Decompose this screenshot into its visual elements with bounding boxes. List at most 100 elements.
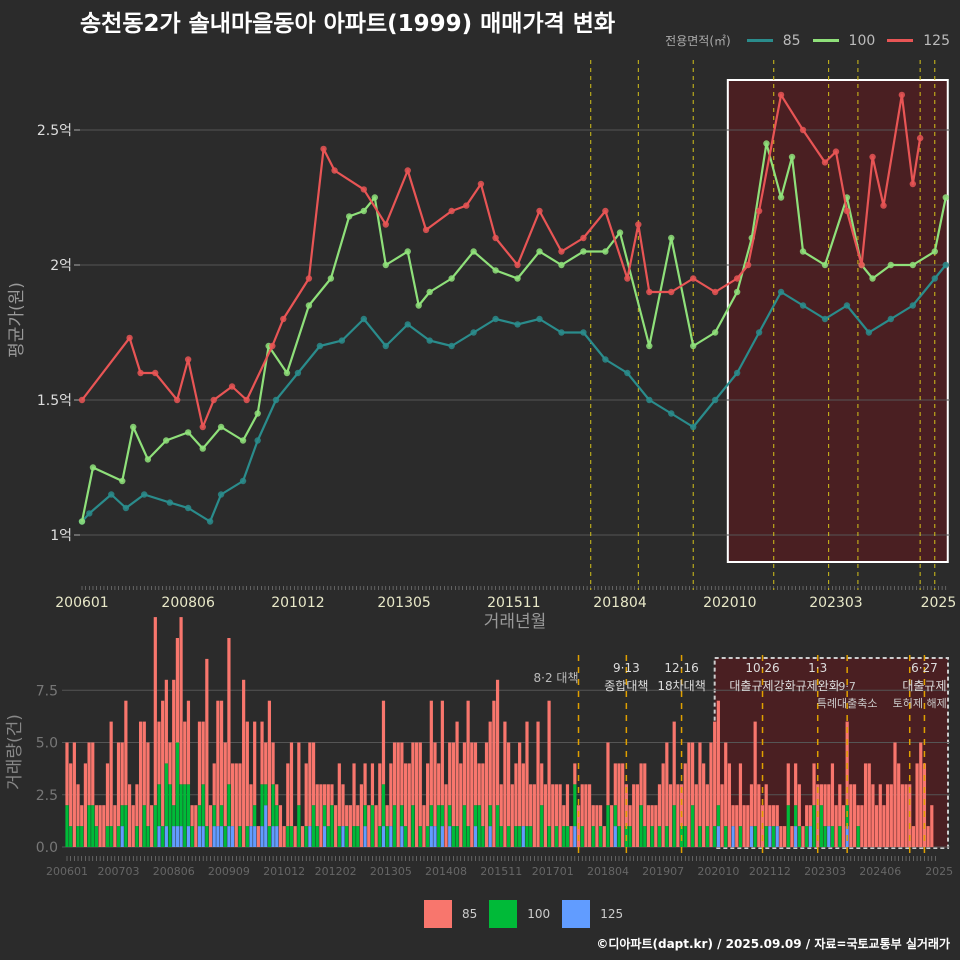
volume-bar-100 bbox=[716, 805, 720, 827]
volume-bar-100 bbox=[205, 826, 209, 847]
price-point-100 bbox=[887, 261, 895, 269]
volume-bar-85 bbox=[926, 826, 930, 847]
volume-bar-100 bbox=[105, 826, 110, 847]
volume-bar-100 bbox=[451, 826, 455, 847]
volume-bar-85 bbox=[459, 763, 463, 847]
event-label: 특례대출축소 bbox=[817, 697, 878, 710]
chart-title: 송천동2가 솔내마을동아 아파트(1999) 매매가격 변화 bbox=[80, 11, 616, 37]
volume-bar-85 bbox=[205, 658, 209, 827]
volume-x-tick-label: 200703 bbox=[98, 865, 140, 878]
volume-bar-125 bbox=[227, 826, 231, 847]
volume-bar-85 bbox=[275, 784, 279, 806]
volume-bar-85 bbox=[308, 742, 312, 827]
volume-bar-85 bbox=[540, 763, 544, 806]
volume-bar-100 bbox=[838, 826, 842, 847]
volume-bar-85 bbox=[433, 742, 437, 827]
volume-bar-85 bbox=[679, 784, 684, 827]
volume-bar-85 bbox=[267, 700, 271, 827]
event-date: 9·7 bbox=[838, 680, 856, 693]
volume-bar-85 bbox=[289, 742, 294, 827]
volume-bar-85 bbox=[116, 742, 121, 827]
volume-bar-100 bbox=[109, 826, 113, 847]
volume-bar-85 bbox=[201, 721, 205, 785]
price-point-100 bbox=[646, 342, 653, 350]
price-point-85 bbox=[755, 329, 763, 336]
volume-bar-85 bbox=[875, 805, 879, 847]
volume-bar-85 bbox=[102, 805, 106, 847]
volume-bar-100 bbox=[753, 826, 757, 847]
price-point-125 bbox=[602, 207, 609, 215]
volume-bar-85 bbox=[264, 742, 268, 785]
price-point-125 bbox=[624, 275, 631, 282]
volume-bar-100 bbox=[473, 805, 478, 827]
price-point-125 bbox=[382, 221, 389, 228]
volume-bar-100 bbox=[514, 826, 518, 847]
volume-x-tick-label: 202010 bbox=[697, 865, 739, 878]
volume-x-tick-label: 201012 bbox=[263, 865, 305, 878]
volume-bar-100 bbox=[529, 826, 533, 847]
price-point-100 bbox=[305, 302, 313, 309]
x-tick-label: 200601 bbox=[55, 595, 108, 611]
volume-bar-85 bbox=[867, 763, 871, 847]
volume-bar-85 bbox=[551, 784, 555, 847]
volume-bar-85 bbox=[930, 805, 934, 847]
volume-bar-85 bbox=[161, 700, 165, 827]
volume-bar-100 bbox=[580, 826, 584, 847]
volume-bar-100 bbox=[385, 826, 389, 847]
volume-bar-85 bbox=[727, 763, 731, 847]
volume-bar-85 bbox=[547, 700, 551, 827]
volume-bar-85 bbox=[569, 826, 573, 847]
volume-bar-85 bbox=[319, 784, 323, 847]
volume-bar-125 bbox=[231, 826, 235, 847]
price-point-85 bbox=[448, 342, 455, 350]
volume-bar-85 bbox=[595, 805, 599, 847]
price-point-125 bbox=[269, 342, 276, 350]
price-point-100 bbox=[942, 194, 949, 201]
volume-bar-85 bbox=[650, 805, 654, 827]
price-point-125 bbox=[280, 315, 287, 323]
volume-bar-100 bbox=[448, 805, 452, 827]
price-point-100 bbox=[763, 140, 770, 147]
volume-bar-85 bbox=[429, 700, 433, 806]
x-axis-title: 거래년월 bbox=[484, 612, 547, 632]
volume-bar-85 bbox=[602, 826, 606, 847]
x-tick-label: 2025 bbox=[921, 595, 957, 611]
price-point-100 bbox=[78, 518, 86, 525]
price-point-85 bbox=[254, 437, 261, 444]
price-point-100 bbox=[602, 248, 609, 255]
volume-bar-85 bbox=[80, 805, 84, 827]
event-label: 대출규제 bbox=[902, 679, 946, 693]
volume-bar-85 bbox=[197, 721, 202, 806]
event-label: 대출규제강화 bbox=[729, 679, 795, 693]
volume-bar-85 bbox=[260, 721, 264, 785]
volume-bar-85 bbox=[691, 742, 695, 806]
price-point-100 bbox=[382, 261, 389, 269]
volume-bar-100 bbox=[157, 784, 161, 827]
price-point-125 bbox=[832, 148, 840, 155]
price-point-125 bbox=[152, 369, 159, 377]
price-point-125 bbox=[228, 383, 236, 390]
volume-bar-85 bbox=[326, 784, 330, 827]
volume-bar-85 bbox=[426, 763, 430, 827]
price-point-85 bbox=[382, 342, 389, 350]
volume-bar-85 bbox=[256, 826, 260, 847]
volume-bar-100 bbox=[771, 826, 776, 847]
price-point-100 bbox=[254, 410, 261, 417]
volume-bar-100 bbox=[65, 805, 69, 847]
price-point-85 bbox=[931, 275, 938, 282]
x-tick-label: 201804 bbox=[593, 595, 647, 611]
price-point-100 bbox=[580, 248, 587, 255]
volume-bar-85 bbox=[492, 700, 496, 847]
price-point-100 bbox=[788, 153, 796, 161]
volume-bar-100 bbox=[183, 784, 187, 847]
volume-bar-100 bbox=[591, 826, 595, 847]
volume-bar-85 bbox=[72, 742, 76, 847]
volume-x-tick-label: 201907 bbox=[642, 865, 684, 878]
volume-bar-100 bbox=[657, 826, 662, 847]
volume-bar-125 bbox=[164, 826, 168, 847]
price-point-100 bbox=[426, 288, 433, 296]
volume-bar-100 bbox=[146, 826, 150, 847]
volume-bar-85 bbox=[613, 763, 617, 806]
price-point-100 bbox=[733, 288, 741, 296]
volume-bar-85 bbox=[838, 784, 842, 827]
